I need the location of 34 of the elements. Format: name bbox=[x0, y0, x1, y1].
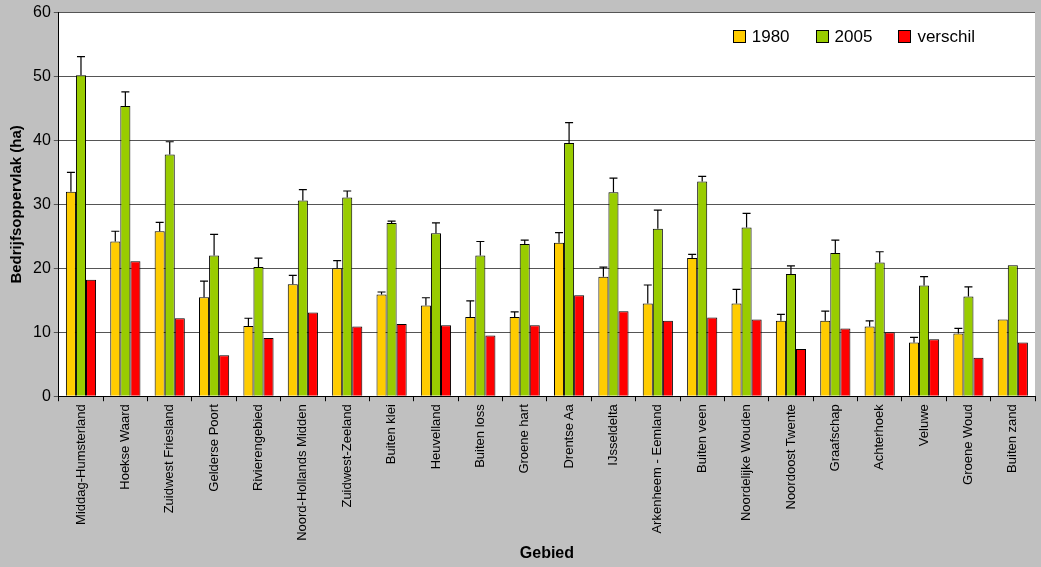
x-tick-label: Groene Woud bbox=[960, 404, 976, 485]
x-tick-label: Graafschap bbox=[826, 404, 842, 472]
x-tick-label: IJsseldelta bbox=[605, 403, 621, 466]
x-tick-label: Drentse Aa bbox=[560, 403, 576, 469]
y-axis-title: Bedrijfsoppervlak (ha) bbox=[7, 125, 25, 284]
legend-label: 2005 bbox=[834, 26, 873, 47]
x-tick-label: Zuidwest-Zeeland bbox=[338, 404, 354, 508]
x-tick-label: Achterhoek bbox=[871, 403, 887, 470]
x-axis-title: Gebied bbox=[519, 543, 575, 561]
x-tick-label: Noord-Hollands Midden bbox=[294, 404, 310, 541]
x-tick-label: Groene hart bbox=[516, 403, 532, 474]
x-tick-label: Buiten klei bbox=[383, 404, 399, 465]
y-tick-label: 20 bbox=[33, 258, 51, 276]
x-tick-label: Arkenheem - Eemland bbox=[649, 404, 665, 534]
legend-label: verschil bbox=[917, 26, 975, 47]
x-tick-label: Buiten loss bbox=[471, 403, 487, 468]
x-tick-label: Heuvelland bbox=[427, 404, 443, 470]
x-tick-label: Veluwe bbox=[915, 404, 931, 447]
x-tick-label: Noordelijke Wouden bbox=[738, 404, 754, 522]
y-tick-label: 30 bbox=[33, 194, 51, 212]
x-tick-label: Rivierengebied bbox=[250, 404, 266, 491]
x-tick-label: Buiten veen bbox=[693, 404, 709, 473]
x-tick-label: Hoekse Waard bbox=[116, 404, 132, 490]
y-tick-label: 50 bbox=[33, 66, 51, 84]
x-tick-label: Noordoost Twente bbox=[782, 404, 798, 510]
y-tick-label: 10 bbox=[33, 322, 51, 340]
x-tick-label: Zuidwest Friesland bbox=[161, 404, 177, 514]
x-tick-label: Gelderse Poort bbox=[205, 403, 221, 492]
y-tick-label: 40 bbox=[33, 130, 51, 148]
x-tick-label: Middag-Humsterland bbox=[72, 404, 88, 525]
y-tick-label: 0 bbox=[41, 386, 51, 404]
y-tick-label: 60 bbox=[33, 3, 51, 21]
legend-label: 1980 bbox=[751, 26, 790, 47]
x-tick-label: Buiten zand bbox=[1004, 404, 1020, 473]
